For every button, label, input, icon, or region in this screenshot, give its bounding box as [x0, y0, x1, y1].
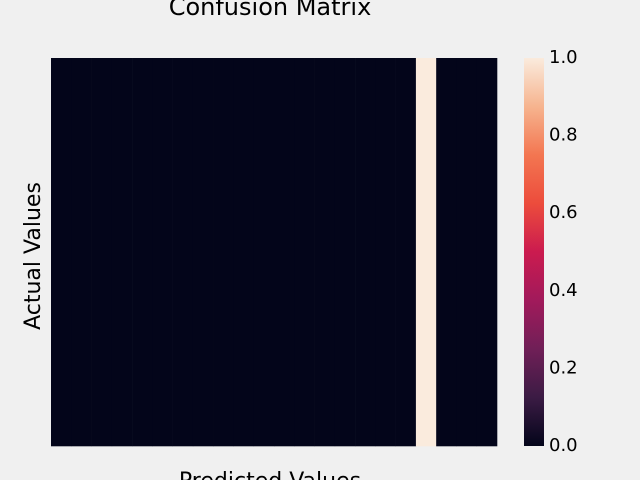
colorbar-tick-label: 0.2 [549, 357, 578, 378]
heatmap-cell [375, 58, 396, 447]
heatmap-cell [476, 58, 498, 447]
colorbar-tick-label: 0.0 [549, 435, 578, 456]
heatmap-cell [91, 58, 113, 447]
heatmap-cell [253, 58, 275, 447]
x-axis-label: Predicted Values [179, 469, 361, 480]
heatmap-cell [111, 58, 133, 447]
colorbar-tick-label: 0.4 [549, 280, 578, 301]
heatmap-cell [456, 58, 478, 447]
colorbar-tick-label: 0.6 [549, 202, 578, 223]
colorbar-tick-label: 0.8 [549, 125, 578, 146]
colorbar-tick-label: 1.0 [549, 47, 578, 68]
heatmap-cell [294, 58, 315, 447]
heatmap-cell [334, 58, 356, 447]
chart-title: Confusion Matrix [169, 0, 372, 21]
heatmap-cell [132, 58, 153, 447]
heatmap-cell [213, 58, 234, 447]
heatmap-cell [314, 58, 336, 447]
y-axis-label: Actual Values [21, 182, 46, 330]
heatmap-cell [152, 58, 173, 447]
heatmap-cell [274, 58, 295, 447]
heatmap-cell [233, 58, 255, 447]
heatmap-cell [415, 58, 437, 447]
heatmap-cell [395, 58, 417, 447]
heatmap-cell [355, 58, 376, 447]
heatmap-cell [71, 58, 92, 447]
heatmap-cell [51, 58, 72, 447]
heatmap-cell [172, 58, 194, 447]
colorbar [524, 58, 544, 446]
heatmap-cell [192, 58, 214, 447]
heatmap-cell [436, 58, 457, 447]
